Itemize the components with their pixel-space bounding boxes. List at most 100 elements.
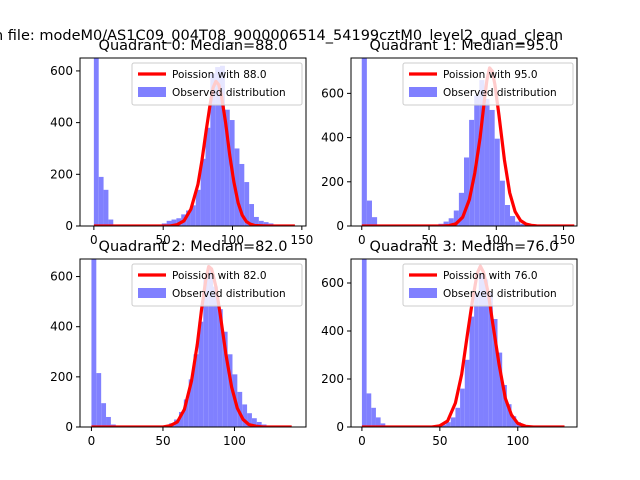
histogram-bar <box>497 352 503 427</box>
x-tick-label: 150 <box>552 233 575 247</box>
histogram-bar <box>483 279 489 427</box>
histogram-bar <box>366 393 372 427</box>
axes-frame <box>350 258 578 428</box>
x-tick-label: 150 <box>290 233 313 247</box>
x-tick-label: 100 <box>485 233 508 247</box>
histogram-bar <box>441 424 447 427</box>
x-tick-label: 100 <box>223 434 246 448</box>
histogram-bar <box>203 279 209 427</box>
histogram-bar <box>198 321 204 427</box>
x-tick-label: 50 <box>421 233 436 247</box>
histogram-bars <box>361 259 535 427</box>
histogram-bar <box>186 210 191 226</box>
axes-frame <box>350 57 578 227</box>
histogram-bar <box>366 200 372 226</box>
histogram-bar <box>520 223 526 226</box>
histogram-bar <box>91 259 97 427</box>
quadrant-1-panel: 0 50 100 150 0 200 400 600 Quadrant 1: Median=95… <box>321 38 578 247</box>
histogram-bar <box>183 399 189 427</box>
histogram-bar <box>247 413 252 427</box>
legend-bar-swatch <box>138 87 166 97</box>
histogram-bar <box>479 80 485 226</box>
histogram-bar <box>108 219 114 226</box>
histogram-bar <box>455 407 461 427</box>
legend-bar-swatch <box>409 288 437 298</box>
histogram-bar <box>210 73 216 226</box>
histogram-bar <box>101 403 107 427</box>
histogram-bar <box>166 220 172 226</box>
histogram-bar <box>222 331 228 427</box>
legend-label-poisson: Poission with 82.0 <box>172 270 267 282</box>
histogram-bar <box>171 219 177 226</box>
histogram-bar <box>492 319 498 427</box>
quadrant-2-title: Quadrant 2: Median=82.0 <box>99 239 288 255</box>
histogram-bar <box>251 418 257 427</box>
histogram-bar <box>361 58 367 226</box>
histogram-bar <box>515 221 521 226</box>
y-tick-label: 400 <box>50 320 73 334</box>
histogram-bars <box>91 259 277 427</box>
x-tick-label: 50 <box>156 233 171 247</box>
legend: Poission with 82.0 Observed distribution <box>131 263 303 307</box>
histogram-bar <box>469 119 475 226</box>
histogram-bar <box>217 309 223 427</box>
axes-frame <box>79 258 307 428</box>
histogram-bar <box>234 148 240 226</box>
x-tick-label: 50 <box>432 434 447 448</box>
x-tick-label: 0 <box>358 233 366 247</box>
histogram-bar <box>443 221 449 226</box>
y-tick-label: 0 <box>336 420 344 434</box>
y-tick-label: 0 <box>65 219 73 233</box>
legend-bar-swatch <box>138 288 166 298</box>
histogram-bar <box>371 217 378 226</box>
y-tick-label: 400 <box>321 131 344 145</box>
histogram-bar <box>237 391 243 427</box>
histogram-bar <box>106 416 111 427</box>
y-tick-label: 600 <box>50 270 73 284</box>
histogram-bar <box>484 98 490 226</box>
legend-bar-swatch <box>409 87 437 97</box>
histogram-bar <box>242 404 248 427</box>
histogram-bar <box>499 180 505 226</box>
histogram-bar <box>208 269 214 427</box>
histogram-bar <box>510 216 516 226</box>
histogram-bar <box>458 192 464 226</box>
legend-box <box>402 263 574 307</box>
histogram-bar <box>239 163 245 226</box>
y-tick-label: 0 <box>65 420 73 434</box>
axes-frame <box>79 57 307 227</box>
y-tick-label: 400 <box>50 116 73 130</box>
legend-label-poisson: Poission with 95.0 <box>443 69 538 81</box>
histogram-bar <box>469 316 475 427</box>
histogram-bar <box>464 157 470 226</box>
y-tick-label: 600 <box>50 64 73 78</box>
histogram-bar <box>227 354 233 427</box>
panels-group: 0 50 100 150 0 200 400 600 Quadrant 0: Median=88… <box>50 38 578 448</box>
histogram-bar <box>489 109 495 226</box>
histogram-bar <box>474 292 479 427</box>
x-tick-label: 50 <box>155 434 170 448</box>
legend-label-observed: Observed distribution <box>443 288 557 300</box>
histogram-bar <box>380 423 386 427</box>
histogram-bar <box>220 65 225 226</box>
y-tick-label: 200 <box>50 167 73 181</box>
histogram-bar <box>375 417 381 427</box>
quadrant-0-panel: 0 50 100 150 0 200 400 600 Quadrant 0: Median=88… <box>50 38 313 247</box>
histogram-bar <box>460 388 465 427</box>
histogram-bar <box>195 189 201 226</box>
x-tick-label: 0 <box>90 233 98 247</box>
x-tick-label: 0 <box>358 434 366 448</box>
histogram-bar <box>249 204 255 226</box>
y-tick-label: 600 <box>321 86 344 100</box>
legend-label-poisson: Poission with 88.0 <box>172 69 267 81</box>
histogram-bar <box>178 411 184 427</box>
histogram-bar <box>478 273 484 427</box>
histogram-bar <box>244 182 250 226</box>
histogram-bar <box>446 422 451 427</box>
legend: Poission with 76.0 Observed distribution <box>402 263 574 307</box>
histogram-bar <box>190 205 196 226</box>
histogram-bar <box>504 205 511 226</box>
legend: Poission with 88.0 Observed distribution <box>131 62 303 106</box>
quadrant-0-title: Quadrant 0: Median=88.0 <box>99 38 288 54</box>
quadrant-3-panel: 0 50 100 0 200 400 600 Quadrant 3: Median=76.0 P… <box>321 239 578 448</box>
